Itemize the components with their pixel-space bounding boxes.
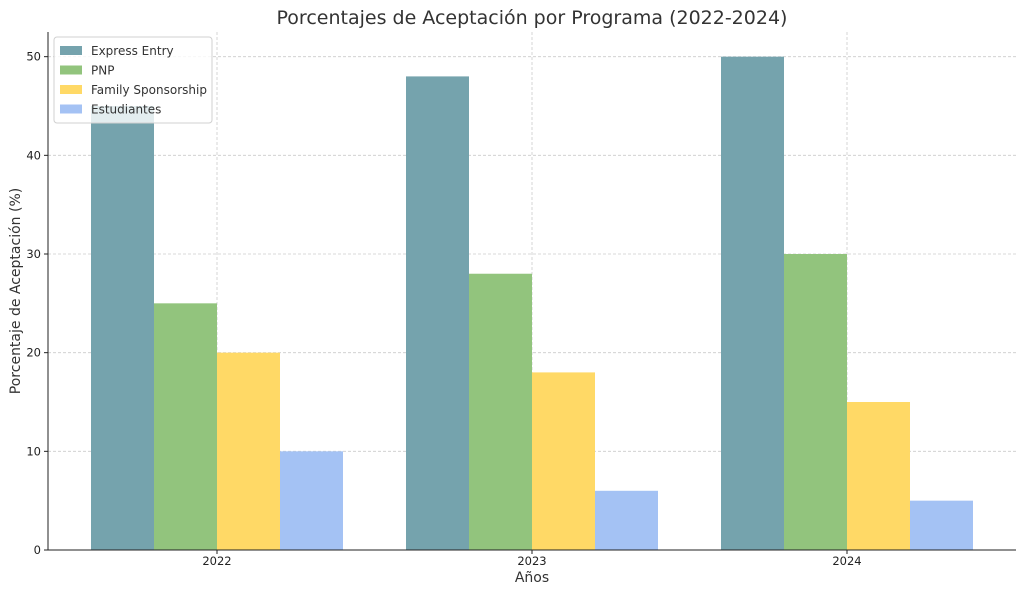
y-tick-label: 40 (26, 148, 41, 162)
bar-pnp-2022 (154, 303, 217, 550)
bar-pnp-2024 (784, 254, 847, 550)
chart-title: Porcentajes de Aceptación por Programa (… (277, 7, 788, 29)
x-ticks: 2022 2023 2024 (202, 550, 862, 568)
x-axis-label: Años (515, 570, 549, 586)
bar-family-sponsorship-2022 (217, 352, 280, 550)
legend: Express Entry PNP Family Sponsorship Estudi… (53, 36, 213, 124)
y-tick-label: 10 (26, 444, 41, 458)
bar-express-entry-2024 (721, 56, 784, 551)
y-tick-label: 50 (26, 50, 41, 64)
x-tick-label: 2024 (832, 554, 861, 568)
bar-express-entry-2023 (406, 76, 469, 551)
legend-swatch (60, 65, 82, 75)
bar-family-sponsorship-2023 (532, 372, 595, 550)
y-ticks: 0 10 20 30 40 50 (26, 50, 48, 557)
legend-label: PNP (91, 64, 114, 78)
x-tick-label: 2022 (202, 554, 231, 568)
legend-label: Express Entry (91, 44, 174, 58)
legend-box (53, 36, 213, 124)
y-tick-label: 0 (34, 543, 41, 557)
legend-swatch (60, 46, 82, 55)
bar-express-entry-2022 (91, 106, 154, 550)
legend-label: Family Sponsorship (91, 83, 207, 97)
bars (91, 56, 973, 551)
bar-estudiantes-2024 (910, 500, 973, 550)
y-axis-label: Porcentaje de Aceptación (%) (8, 188, 24, 394)
bar-family-sponsorship-2024 (847, 402, 910, 550)
y-tick-label: 30 (26, 247, 41, 261)
bar-pnp-2023 (469, 273, 532, 550)
legend-swatch (60, 85, 82, 94)
legend-label: Estudiantes (91, 103, 161, 117)
x-tick-label: 2023 (517, 554, 546, 568)
y-tick-label: 20 (26, 346, 41, 360)
bar-estudiantes-2023 (595, 490, 658, 550)
bar-estudiantes-2022 (280, 451, 343, 550)
legend-swatch (60, 104, 82, 114)
